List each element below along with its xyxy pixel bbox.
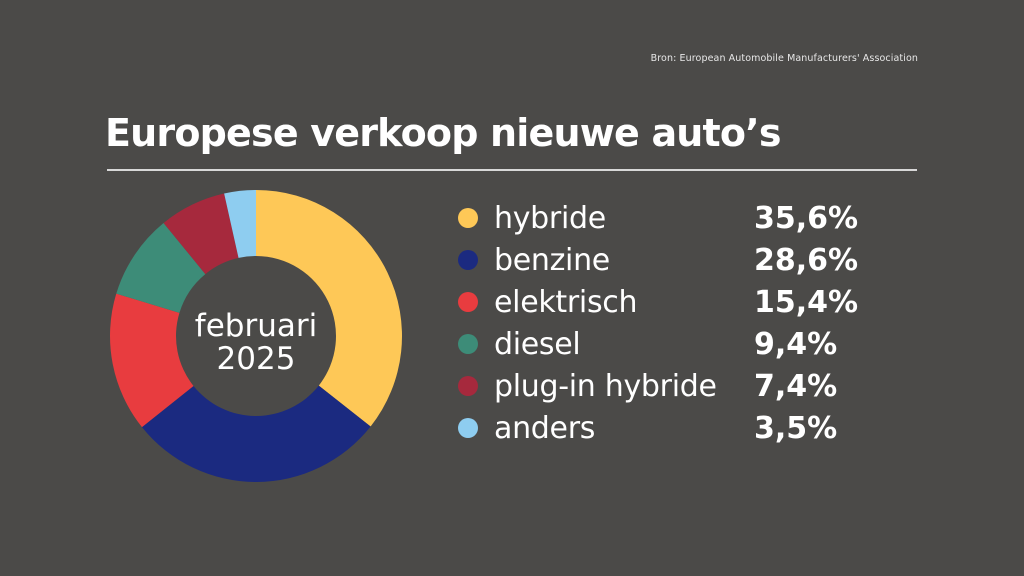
- legend-label: elektrisch: [494, 284, 638, 320]
- legend-value: 15,4%: [754, 284, 859, 320]
- legend-label: diesel: [494, 326, 581, 362]
- legend-value: 35,6%: [754, 200, 859, 236]
- legend-swatch: [458, 376, 478, 396]
- donut-chart: februari 2025: [110, 190, 402, 483]
- legend-value: 3,5%: [754, 410, 838, 446]
- legend-value: 28,6%: [754, 242, 859, 278]
- legend-value: 7,4%: [754, 368, 838, 404]
- legend-item-hybride: hybride 35,6%: [458, 197, 878, 239]
- legend-swatch: [458, 292, 478, 312]
- source-note: Bron: European Automobile Manufacturers'…: [650, 53, 918, 64]
- donut-slice-benzine: [141, 385, 371, 483]
- legend-value: 9,4%: [754, 326, 838, 362]
- legend-label: hybride: [494, 200, 606, 236]
- legend-item-diesel: diesel 9,4%: [458, 323, 878, 365]
- legend: hybride 35,6% benzine 28,6% elektrisch 1…: [458, 197, 878, 449]
- legend-item-elektrisch: elektrisch 15,4%: [458, 281, 878, 323]
- legend-swatch: [458, 250, 478, 270]
- donut-slices: [110, 190, 402, 483]
- legend-label: plug-in hybride: [494, 368, 717, 404]
- legend-item-anders: anders 3,5%: [458, 407, 878, 449]
- chart-title: Europese verkoop nieuwe auto’s: [105, 111, 781, 155]
- donut-slice-hybride: [256, 190, 402, 427]
- legend-item-benzine: benzine 28,6%: [458, 239, 878, 281]
- donut-slice-anders: [224, 190, 256, 258]
- title-divider: [107, 169, 917, 171]
- donut-slice-diesel: [116, 222, 206, 313]
- donut-slice-elektrisch: [110, 293, 194, 428]
- legend-swatch: [458, 334, 478, 354]
- legend-item-plug-in-hybride: plug-in hybride 7,4%: [458, 365, 878, 407]
- legend-label: benzine: [494, 242, 610, 278]
- legend-swatch: [458, 208, 478, 228]
- legend-label: anders: [494, 410, 596, 446]
- legend-swatch: [458, 418, 478, 438]
- center-label-year: 2025: [217, 341, 296, 377]
- center-label-month: februari: [195, 308, 317, 344]
- donut-slice-plug-in-hybride: [163, 193, 239, 275]
